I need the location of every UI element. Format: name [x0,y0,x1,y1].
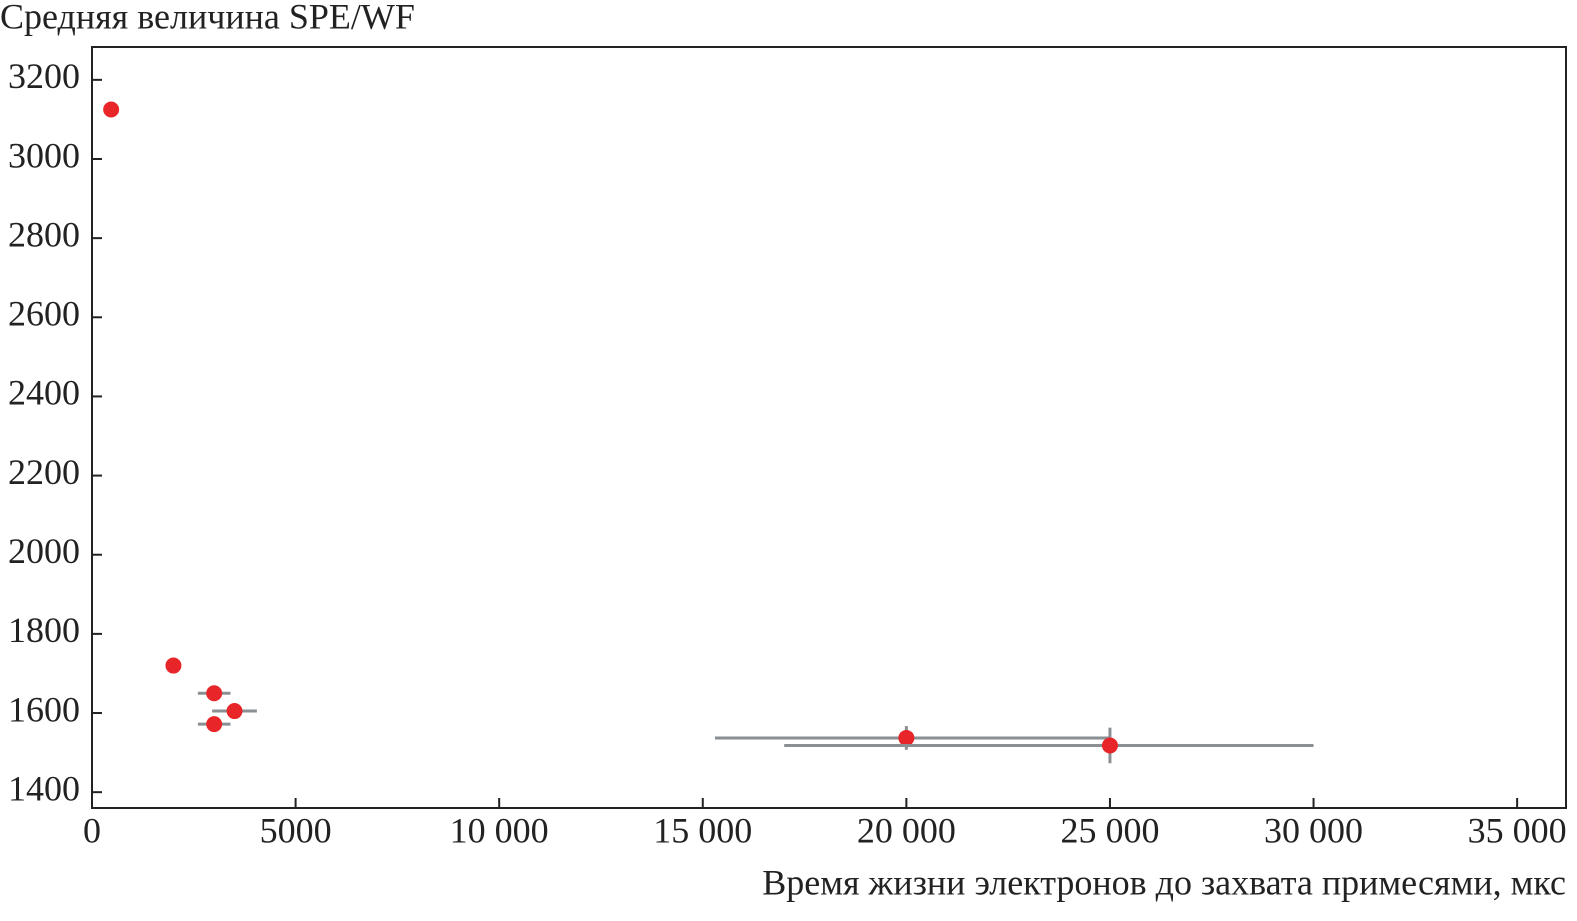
point [165,657,182,674]
point [898,729,915,746]
y-tick-label: 2200 [8,452,80,492]
x-tick-label: 5000 [260,810,332,850]
x-tick-label: 35 000 [1468,810,1567,850]
y-tick-label: 3200 [8,56,80,96]
y-tick-label: 2800 [8,214,80,254]
y-tick-label: 3000 [8,135,80,175]
y-axis-title: Средняя величина SPE/WF [0,0,415,36]
plot-frame [91,46,1567,809]
x-tick-label: 25 000 [1060,810,1159,850]
point [1101,737,1118,754]
x-axis-title: Время жизни электронов до захвата примес… [762,862,1566,902]
x-tick-label: 20 000 [857,810,956,850]
y-tick-label: 1600 [8,689,80,729]
y-tick-label: 1800 [8,610,80,650]
point [206,685,223,702]
x-tick-label: 0 [83,810,101,850]
point [103,101,120,118]
y-tick-label: 2400 [8,373,80,413]
x-tick-label: 30 000 [1264,810,1363,850]
point [206,716,223,733]
y-tick-label: 2600 [8,294,80,334]
x-tick-label: 15 000 [653,810,752,850]
y-tick-label: 2000 [8,531,80,571]
x-tick-label: 10 000 [450,810,549,850]
point [226,703,243,720]
y-tick-label: 1400 [8,768,80,808]
